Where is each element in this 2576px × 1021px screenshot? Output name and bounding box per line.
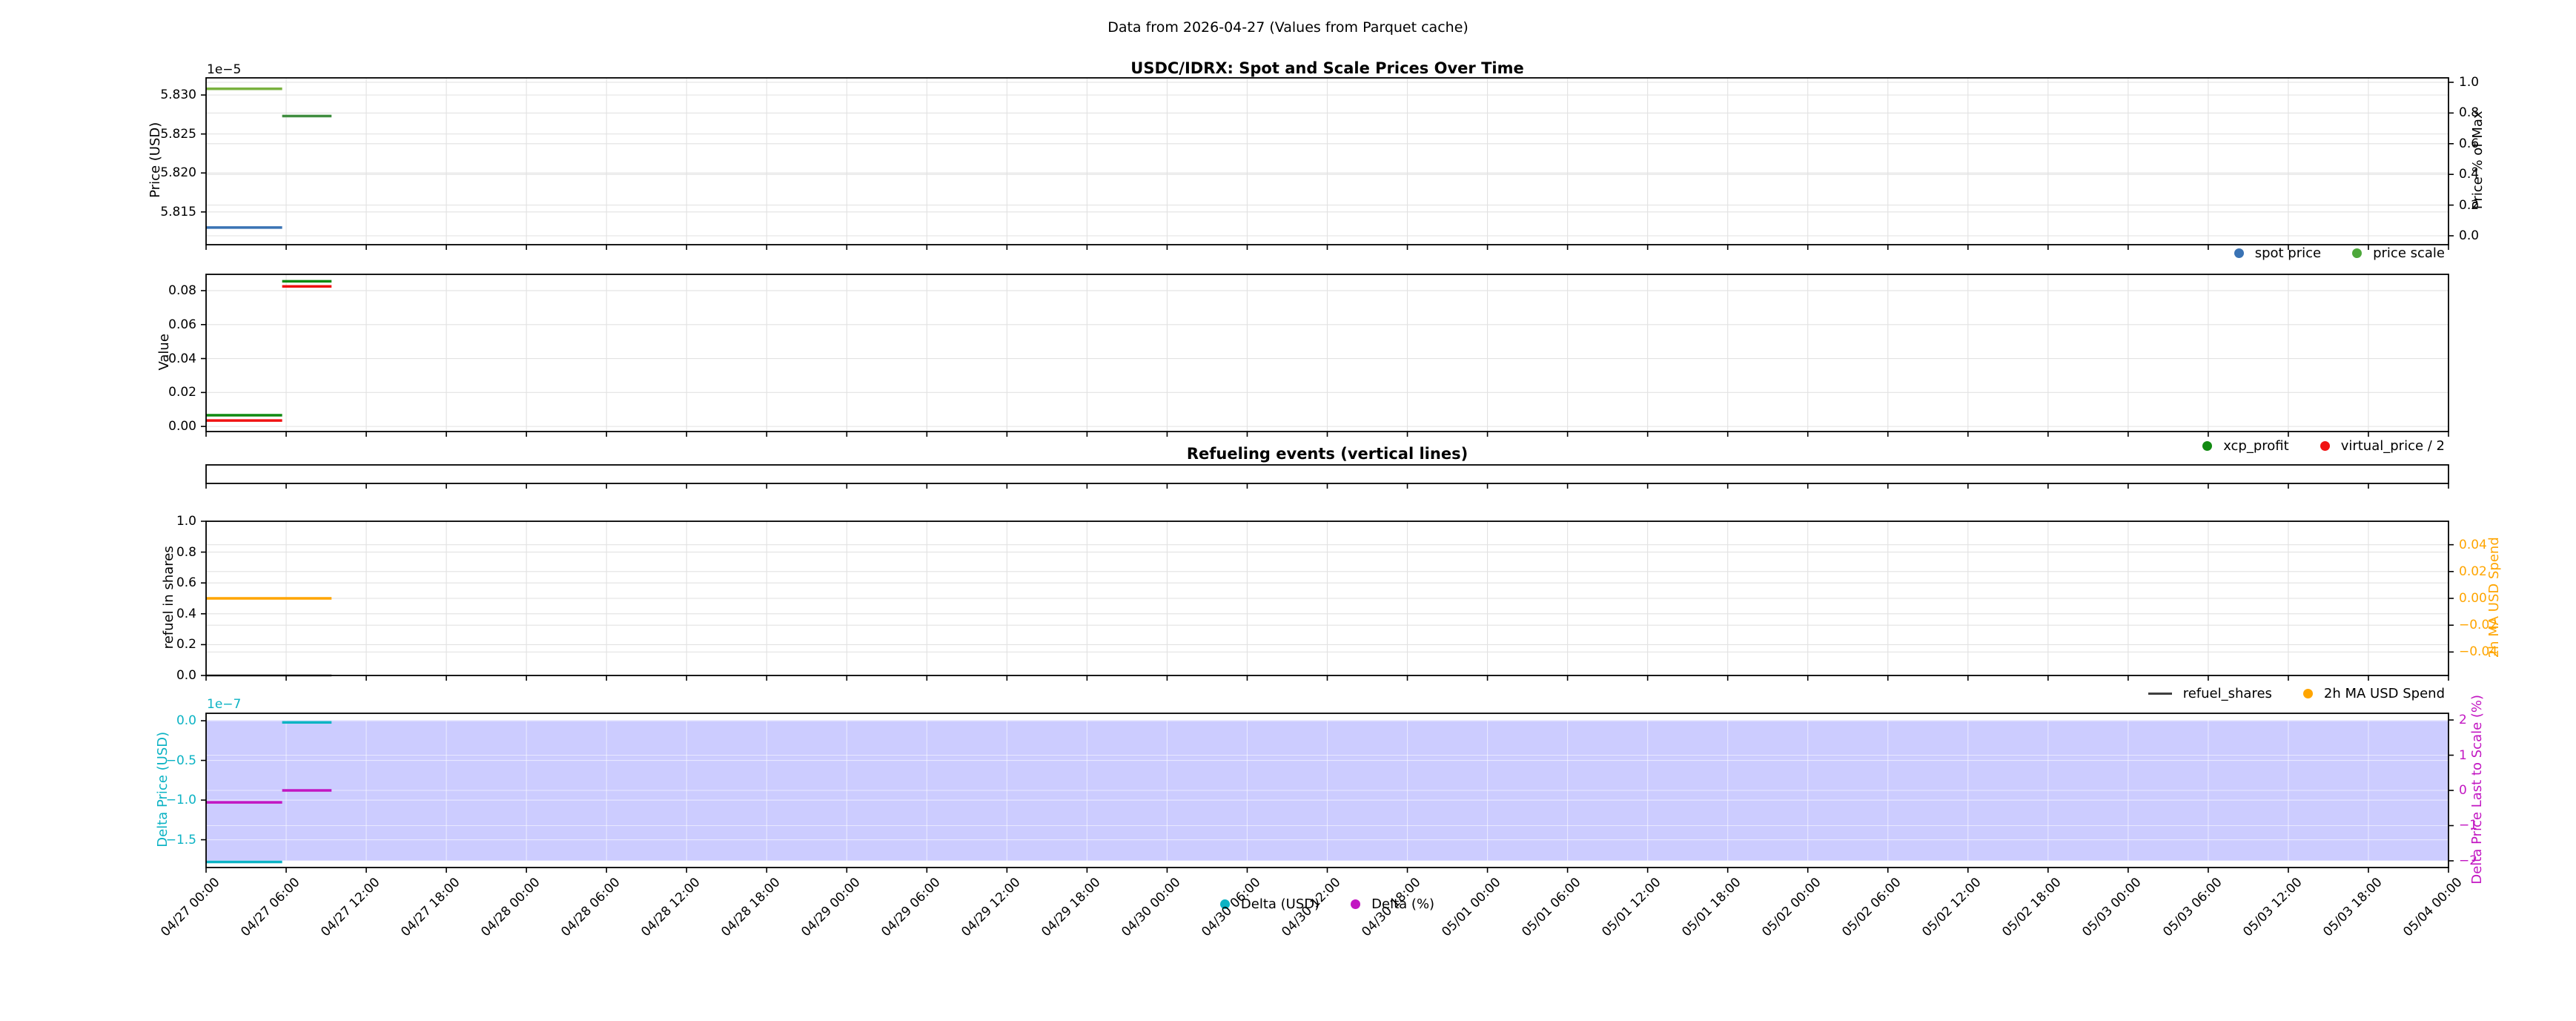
legend-label: refuel_shares xyxy=(2182,685,2272,701)
ax5-offset-text: 1e−7 xyxy=(207,697,242,712)
legend-label: Delta (%) xyxy=(1371,896,1435,912)
y-tick-label: 0.08 xyxy=(168,282,196,298)
y-tick-label: 2 xyxy=(2459,713,2467,728)
legend-label: virtual_price / 2 xyxy=(2340,437,2445,454)
y-tick-label: −0.04 xyxy=(2459,644,2498,660)
y-tick-label: 5.830 xyxy=(160,87,196,103)
y-tick-label: −1 xyxy=(2459,818,2478,833)
plot1-title: USDC/IDRX: Spot and Scale Prices Over Ti… xyxy=(1130,59,1524,77)
y-tick-label: −0.02 xyxy=(2459,618,2498,633)
ax1-offset-text: 1e−5 xyxy=(207,62,242,77)
legend-label: xcp_profit xyxy=(2223,437,2289,454)
y-tick-label: 0.0 xyxy=(176,713,196,729)
y-tick-label: 0.0 xyxy=(2459,228,2480,243)
y-tick-label: 0.00 xyxy=(168,419,196,434)
y-tick-label: 1.0 xyxy=(2459,75,2480,90)
y-tick-label: 0.06 xyxy=(168,317,196,332)
y-tick-label: 0.02 xyxy=(2459,564,2487,579)
legend-item: Delta (%) xyxy=(1351,896,1434,912)
legend-label: price scale xyxy=(2373,245,2445,261)
legend-marker-dot xyxy=(2352,248,2363,258)
legend-item: virtual_price / 2 xyxy=(2320,438,2445,454)
y-tick-label: 0.0 xyxy=(176,668,196,683)
y-tick-label: 5.815 xyxy=(160,204,196,219)
y-tick-label: 5.820 xyxy=(160,165,196,181)
y-tick-label: 5.825 xyxy=(160,126,196,142)
y-tick-label: 0.04 xyxy=(2459,537,2487,552)
legend-label: Delta (USD) xyxy=(1240,896,1320,912)
legend-label: spot price xyxy=(2254,245,2322,261)
y-tick-label: −0.5 xyxy=(165,753,196,768)
plot3-title: Refueling events (vertical lines) xyxy=(1186,445,1469,463)
y-tick-label: 0.8 xyxy=(2459,105,2480,121)
y-tick-label: 0.6 xyxy=(2459,136,2480,151)
legend-plot4: refuel_shares 2h MA USD Spend xyxy=(2148,685,2445,701)
legend-marker-dot xyxy=(2302,688,2313,698)
legend-plot5: Delta (USD) Delta (%) xyxy=(206,896,2448,912)
legend-item: price scale xyxy=(2352,245,2445,261)
y-tick-label: 0 xyxy=(2459,783,2467,798)
y-tick-label: 0.00 xyxy=(2459,591,2487,606)
legend-marker-dot xyxy=(2320,440,2330,451)
y-tick-label: 0.6 xyxy=(176,575,196,591)
legend-item: xcp_profit xyxy=(2202,438,2289,454)
legend-item: 2h MA USD Spend xyxy=(2302,685,2445,701)
legend-marker-dot xyxy=(2202,440,2213,451)
legend-label: 2h MA USD Spend xyxy=(2323,685,2445,701)
y-tick-label: 0.2 xyxy=(2459,197,2480,213)
legend-marker-dot xyxy=(2234,248,2244,258)
legend-plot2: xcp_profit virtual_price / 2 xyxy=(2202,437,2445,454)
y-tick-label: −1.5 xyxy=(165,832,196,847)
y-tick-label: −1.0 xyxy=(165,793,196,808)
legend-marker-dot xyxy=(1351,899,1361,909)
figure-suptitle: Data from 2026-04-27 (Values from Parque… xyxy=(1107,19,1469,36)
y-tick-label: 1.0 xyxy=(176,514,196,529)
legend-item: spot price xyxy=(2234,245,2321,261)
legend-item: refuel_shares xyxy=(2148,686,2272,701)
legend-marker-dot xyxy=(1219,899,1230,909)
legend-marker-line xyxy=(2148,692,2172,695)
y-tick-label: 0.2 xyxy=(176,637,196,652)
y-tick-label: 0.4 xyxy=(176,606,196,621)
y-tick-label: 0.8 xyxy=(176,544,196,560)
axes-frame xyxy=(205,464,2449,484)
legend-plot1: spot price price scale xyxy=(2234,245,2445,261)
y-tick-label: 0.4 xyxy=(2459,167,2480,182)
legend-item: Delta (USD) xyxy=(1219,896,1320,912)
y-tick-label: 1 xyxy=(2459,747,2467,763)
y-tick-label: 0.04 xyxy=(168,351,196,366)
y-tick-label: −2 xyxy=(2459,853,2478,868)
y-tick-label: 0.02 xyxy=(168,385,196,400)
